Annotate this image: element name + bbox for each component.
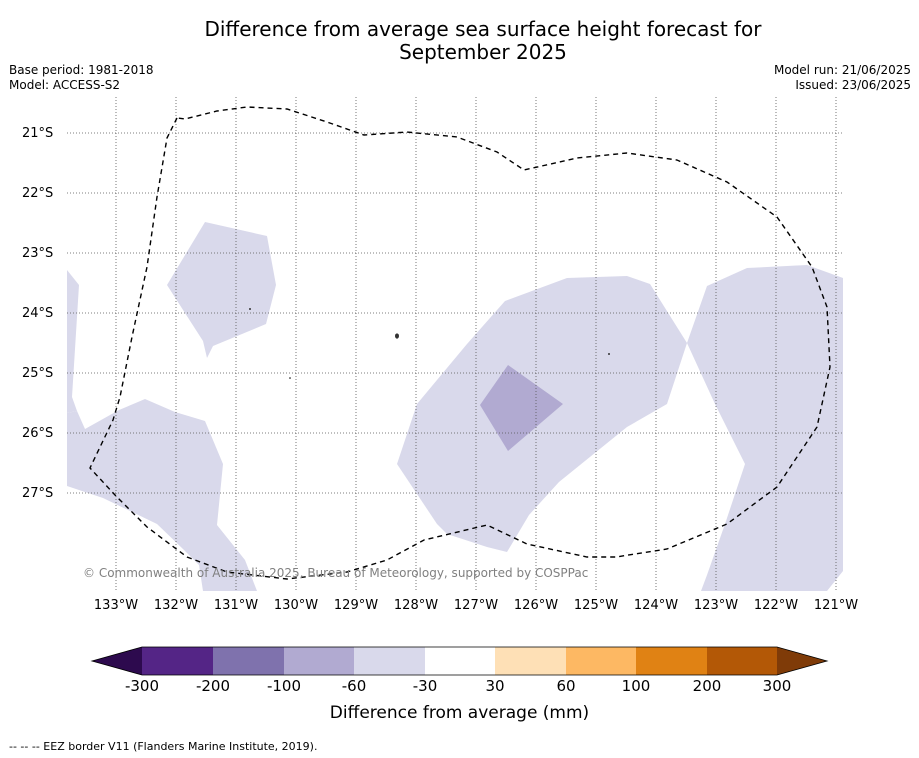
colorbar-outline bbox=[90, 646, 829, 676]
island-3 bbox=[395, 333, 399, 339]
lon-label-126w: 126°W bbox=[513, 598, 559, 613]
colorbar-tick: 300 bbox=[762, 677, 792, 695]
anomaly-region-east bbox=[687, 265, 843, 591]
colorbar-tick: -30 bbox=[412, 677, 438, 695]
island-1 bbox=[249, 308, 251, 310]
anomaly-region-northwest bbox=[167, 222, 276, 358]
model-name: Model: ACCESS-S2 bbox=[9, 78, 121, 92]
colorbar bbox=[90, 646, 829, 676]
colorbar-bin-minus100-minus60 bbox=[284, 647, 354, 675]
colorbar-tick: 30 bbox=[485, 677, 505, 695]
lat-label-23s: 23°S bbox=[22, 246, 54, 261]
colorbar-bin-100-200 bbox=[636, 647, 707, 675]
colorbar-tick: 60 bbox=[556, 677, 576, 695]
lon-label-124w: 124°W bbox=[633, 598, 679, 613]
colorbar-bin-minus60-minus30 bbox=[354, 647, 425, 675]
base-period: Base period: 1981-2018 bbox=[9, 63, 154, 77]
lon-label-133w: 133°W bbox=[93, 598, 139, 613]
copyright-notice: © Commonwealth of Australia 2025, Bureau… bbox=[83, 566, 589, 580]
lat-label-24s: 24°S bbox=[22, 306, 54, 321]
anomaly-regions bbox=[67, 222, 843, 591]
lon-label-131w: 131°W bbox=[213, 598, 259, 613]
islands bbox=[249, 308, 610, 379]
colorbar-bin-minus30-30 bbox=[425, 647, 495, 675]
map-canvas bbox=[67, 97, 843, 591]
colorbar-bin-lt-minus300 bbox=[92, 647, 142, 675]
colorbar-bin-gt-300 bbox=[777, 647, 827, 675]
meta-right: Model run: 21/06/2025 Issued: 23/06/2025 bbox=[774, 63, 911, 93]
map-title: Difference from average sea surface heig… bbox=[0, 18, 919, 64]
colorbar-bin-30-60 bbox=[495, 647, 566, 675]
anomaly-region-central-core bbox=[480, 365, 563, 451]
meta-left: Base period: 1981-2018 Model: ACCESS-S2 bbox=[9, 63, 154, 93]
gridlines bbox=[67, 97, 843, 591]
title-line-2: September 2025 bbox=[399, 40, 567, 64]
island-4 bbox=[608, 353, 610, 355]
lon-label-121w: 121°W bbox=[813, 598, 859, 613]
colorbar-bin-minus200-minus100 bbox=[213, 647, 284, 675]
lon-label-127w: 127°W bbox=[453, 598, 499, 613]
lat-label-25s: 25°S bbox=[22, 366, 54, 381]
lat-label-27s: 27°S bbox=[22, 486, 54, 501]
colorbar-bin-200-300 bbox=[707, 647, 777, 675]
colorbar-bin-60-100 bbox=[566, 647, 636, 675]
eez-border bbox=[89, 106, 831, 580]
colorbar-bin-minus300-minus200 bbox=[142, 647, 213, 675]
colorbar-title: Difference from average (mm) bbox=[329, 703, 590, 723]
lon-label-123w: 123°W bbox=[693, 598, 739, 613]
lat-label-21s: 21°S bbox=[22, 126, 54, 141]
lon-label-128w: 128°W bbox=[393, 598, 439, 613]
issued-date: Issued: 23/06/2025 bbox=[795, 78, 911, 92]
lon-label-132w: 132°W bbox=[153, 598, 199, 613]
anomaly-region-southwest bbox=[67, 399, 257, 591]
model-run: Model run: 21/06/2025 bbox=[773, 63, 911, 77]
map-area bbox=[67, 97, 843, 591]
lon-label-125w: 125°W bbox=[573, 598, 619, 613]
colorbar-tick: 100 bbox=[621, 677, 651, 695]
colorbar-tick: -300 bbox=[124, 677, 160, 695]
lat-label-26s: 26°S bbox=[22, 426, 54, 441]
lon-label-129w: 129°W bbox=[333, 598, 379, 613]
title-line-1: Difference from average sea surface heig… bbox=[204, 17, 762, 41]
colorbar-tick: 200 bbox=[692, 677, 722, 695]
island-2 bbox=[289, 377, 291, 379]
colorbar-tick: -100 bbox=[266, 677, 302, 695]
lon-label-130w: 130°W bbox=[273, 598, 319, 613]
colorbar-tick: -60 bbox=[341, 677, 367, 695]
colorbar-tick: -200 bbox=[195, 677, 231, 695]
lon-label-122w: 122°W bbox=[753, 598, 799, 613]
anomaly-region-west-strip bbox=[67, 270, 79, 413]
eez-footnote: -- -- -- EEZ border V11 (Flanders Marine… bbox=[9, 740, 318, 753]
lat-label-22s: 22°S bbox=[22, 186, 54, 201]
